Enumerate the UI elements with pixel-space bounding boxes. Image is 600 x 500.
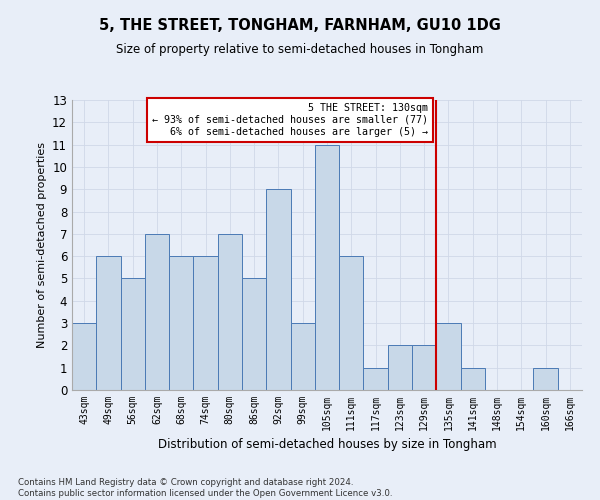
Text: 5 THE STREET: 130sqm
← 93% of semi-detached houses are smaller (77)
6% of semi-d: 5 THE STREET: 130sqm ← 93% of semi-detac… <box>152 104 428 136</box>
Bar <box>96 256 121 390</box>
Text: 5, THE STREET, TONGHAM, FARNHAM, GU10 1DG: 5, THE STREET, TONGHAM, FARNHAM, GU10 1D… <box>99 18 501 32</box>
X-axis label: Distribution of semi-detached houses by size in Tongham: Distribution of semi-detached houses by … <box>158 438 496 452</box>
Text: Contains HM Land Registry data © Crown copyright and database right 2024.
Contai: Contains HM Land Registry data © Crown c… <box>18 478 392 498</box>
Bar <box>412 346 436 390</box>
Text: Size of property relative to semi-detached houses in Tongham: Size of property relative to semi-detach… <box>116 42 484 56</box>
Y-axis label: Number of semi-detached properties: Number of semi-detached properties <box>37 142 47 348</box>
Bar <box>169 256 193 390</box>
Bar <box>315 144 339 390</box>
Bar <box>533 368 558 390</box>
Bar <box>388 346 412 390</box>
Bar <box>339 256 364 390</box>
Bar <box>121 278 145 390</box>
Bar <box>242 278 266 390</box>
Bar <box>436 323 461 390</box>
Bar <box>145 234 169 390</box>
Bar <box>218 234 242 390</box>
Bar <box>193 256 218 390</box>
Bar <box>266 189 290 390</box>
Bar <box>72 323 96 390</box>
Bar <box>364 368 388 390</box>
Bar <box>290 323 315 390</box>
Bar <box>461 368 485 390</box>
